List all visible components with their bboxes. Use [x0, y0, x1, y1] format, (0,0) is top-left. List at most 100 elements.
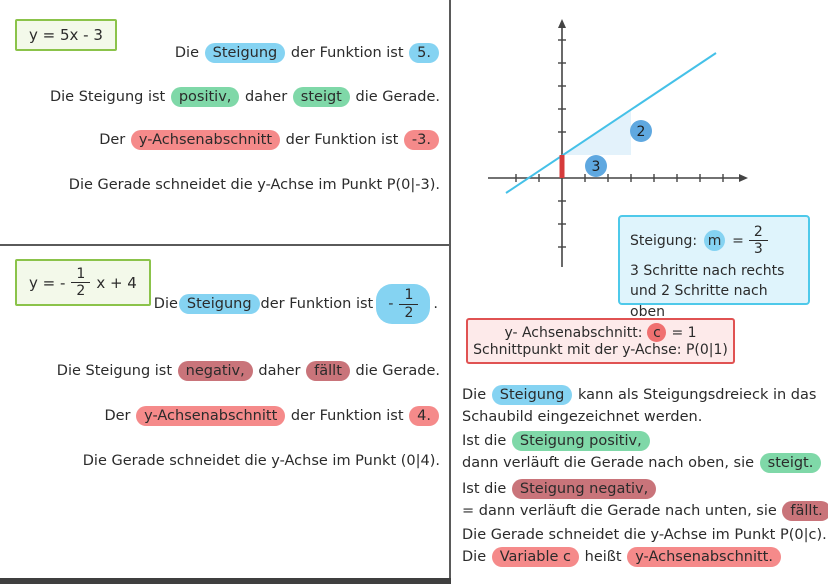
- note-line: Ist die Steigung negativ,: [462, 478, 657, 500]
- text-segment: Ist die: [462, 433, 511, 449]
- intercept-equation-row: y- Achsenabschnitt: c = 1: [472, 323, 729, 342]
- note-line: = dann verläuft die Gerade nach unten, s…: [462, 500, 828, 522]
- statement-point-1: Die Gerade schneidet die y-Achse im Punk…: [68, 177, 440, 193]
- highlight-steigung: Steigung: [178, 294, 260, 314]
- note-line: Die Gerade schneidet die y-Achse im Punk…: [462, 527, 827, 543]
- bottom-edge: [0, 578, 451, 584]
- formula-box-1: y = 5x - 3: [15, 19, 117, 51]
- note-line: Schaubild eingezeichnet werden.: [462, 409, 703, 425]
- fraction-denominator: 2: [404, 304, 414, 321]
- slope-step-line-1: 3 Schritte nach rechts: [630, 263, 785, 280]
- function-line: [505, 52, 717, 194]
- run-label-circle: [585, 155, 607, 177]
- text-segment: Der: [99, 132, 130, 148]
- fraction-numerator: 2: [748, 224, 768, 242]
- horizontal-divider: [0, 244, 451, 246]
- text-segment: Die: [174, 45, 204, 61]
- fraction-sign: -: [388, 296, 394, 312]
- highlight-faellt: fällt.: [782, 501, 828, 521]
- note-line: Die Variable c heißt y-Achsenabschnitt.: [462, 546, 782, 568]
- highlight-steigung-positiv: Steigung positiv,: [511, 431, 650, 451]
- slope-step-line-2: und 2 Schritte nach oben: [630, 283, 768, 320]
- highlight-steigung: Steigung: [204, 43, 286, 63]
- text-segment: die Gerade.: [350, 363, 440, 379]
- text-segment: Ist die: [462, 481, 511, 497]
- intercept-info-box: y- Achsenabschnitt: c = 1 Schnittpunkt m…: [466, 318, 735, 364]
- coordinate-graph: 3 2: [488, 19, 748, 267]
- note-line: dann verläuft die Gerade nach oben, sie …: [462, 452, 822, 474]
- vertical-divider: [449, 0, 451, 584]
- formula-2-lead: y = -: [29, 273, 66, 292]
- text-segment: = dann verläuft die Gerade nach unten, s…: [462, 503, 782, 519]
- text-segment: Die: [462, 387, 491, 403]
- highlight-steigung-negativ: Steigung negativ,: [511, 479, 657, 499]
- highlight-variable-c: Variable c: [491, 547, 580, 567]
- highlight-positiv: positiv,: [170, 87, 240, 107]
- text-segment: Die Steigung ist: [56, 363, 177, 379]
- highlight-steigt: steigt.: [759, 453, 822, 473]
- fraction-denominator: 2: [76, 283, 86, 300]
- note-line: Ist die Steigung positiv,: [462, 430, 651, 452]
- text-segment: Die: [153, 296, 178, 312]
- statement-point-2: Die Gerade schneidet die y-Achse im Punk…: [82, 453, 440, 469]
- highlight-intercept-value: 4.: [409, 406, 439, 426]
- highlight-steigung: Steigung: [491, 385, 573, 405]
- run-label: 3: [592, 159, 601, 175]
- formula-2-tail: x + 4: [96, 273, 137, 292]
- highlight-achsenabschnitt: y-Achsenabschnitt: [136, 406, 286, 426]
- text-segment: Die Steigung ist: [49, 89, 170, 105]
- text-segment: Der: [104, 408, 136, 424]
- fraction-denominator: 3: [753, 241, 763, 258]
- text-segment: .: [433, 296, 438, 312]
- text-segment: die Gerade.: [350, 89, 440, 105]
- statement-slope-1: Die Steigung der Funktion ist 5.: [0, 41, 440, 65]
- text-segment: Die: [462, 549, 491, 565]
- intercept-label: y- Achsenabschnitt:: [504, 324, 643, 341]
- highlight-achsenabschnitt: y-Achsenabschnitt: [130, 130, 281, 150]
- y-axis-arrow: [558, 19, 566, 28]
- rise-label: 2: [637, 124, 646, 140]
- statement-positive-1: Die Steigung ist positiv, daher steigt d…: [0, 85, 440, 109]
- fraction-numerator: 1: [399, 287, 419, 305]
- highlight-negativ: negativ,: [177, 361, 253, 381]
- slope-label: Steigung:: [630, 232, 698, 249]
- text-segment: daher: [240, 89, 292, 105]
- text-segment: der Funktion ist: [286, 45, 409, 61]
- intercept-point-line: Schnittpunkt mit der y-Achse: P(0|1): [473, 342, 728, 358]
- statement-negative-2: Die Steigung ist negativ, daher fällt di…: [0, 359, 440, 383]
- rise-label-circle: [630, 120, 652, 142]
- x-axis-arrow: [739, 174, 748, 182]
- formula-1-text: y = 5x - 3: [29, 26, 103, 44]
- x-axis-ticks: [515, 174, 724, 182]
- statement-intercept-1: Der y-Achsenabschnitt der Funktion ist -…: [0, 128, 440, 152]
- variable-c-circle: c: [647, 323, 667, 342]
- statement-intercept-2: Der y-Achsenabschnitt der Funktion ist 4…: [0, 404, 440, 428]
- text-segment: der Funktion ist: [260, 296, 374, 312]
- equals-sign: =: [732, 232, 744, 249]
- fraction-numerator: 1: [71, 266, 91, 284]
- text-segment: der Funktion ist: [286, 408, 409, 424]
- intercept-value: = 1: [671, 324, 697, 341]
- highlight-intercept-value: -3.: [403, 130, 439, 150]
- text-segment: daher: [253, 363, 306, 379]
- text-segment: kann als Steigungsdreieck in das: [573, 387, 817, 403]
- text-segment: heißt: [580, 549, 627, 565]
- text-segment: der Funktion ist: [281, 132, 403, 148]
- highlight-steigt: steigt: [292, 87, 350, 107]
- variable-m-circle: m: [704, 230, 726, 252]
- highlight-faellt: fällt: [306, 361, 350, 381]
- highlight-achsenabschnitt: y-Achsenabschnitt.: [627, 547, 781, 567]
- highlight-slope-value: 5.: [409, 43, 439, 63]
- y-axis-ticks: [558, 39, 566, 248]
- note-line: Die Steigung kann als Steigungsdreieck i…: [462, 384, 816, 406]
- text-segment: dann verläuft die Gerade nach oben, sie: [462, 455, 759, 471]
